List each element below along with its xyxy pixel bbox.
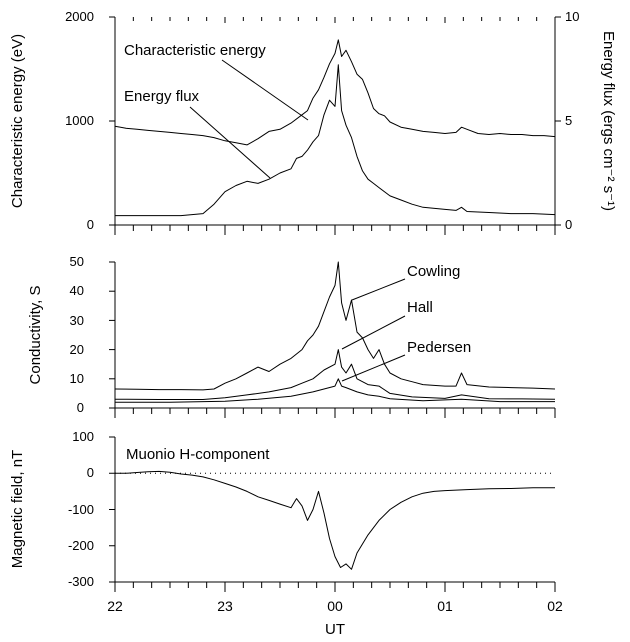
energy-panel: 2000 1000 0 10 5 0 Characteristic energy… [9,9,617,235]
conductivity-ticks [109,261,556,418]
energy-ylabel: Characteristic energy (eV) [9,34,26,208]
conductivity-panel: 50 40 30 20 10 0 Conductivity, S Cowling… [27,254,556,418]
pedersen-annotation: Pedersen [407,339,471,356]
xtick-label-00: 00 [327,598,343,614]
mag-ytick-label-minus200: -200 [68,538,94,553]
cond-ytick-label-40: 40 [70,283,84,298]
energy-flux-annotation: Energy flux [124,88,200,105]
muonio-h-trace [115,470,555,570]
conductivity-ylabel: Conductivity, S [27,286,44,385]
hall-leader [341,315,406,350]
mag-ytick-label-100: 100 [72,429,94,444]
energy-ylabel-right: Energy flux (ergs cm⁻² s⁻¹) [600,31,617,211]
xtick-label-01: 01 [437,598,453,614]
energy-flux-trace [115,64,556,217]
energy-ytick-label-1000: 1000 [65,113,94,128]
mag-ytick-label-0: 0 [87,465,94,480]
magnetic-ylabel: Magnetic field, nT [9,450,26,568]
xtick-label-02: 02 [547,598,563,614]
energy-ytick-label-0: 0 [87,217,94,232]
cond-ytick-label-20: 20 [70,342,84,357]
energy-ticks [109,16,561,235]
magnetic-panel: 100 0 -100 -200 -300 Magnetic field, nT … [9,429,563,638]
energy-right-ytick-label-5: 5 [565,113,572,128]
cond-ytick-label-30: 30 [70,313,84,328]
cond-ytick-label-10: 10 [70,371,84,386]
magnetic-ticks [109,436,556,592]
xlabel: UT [325,621,345,638]
cowling-trace [114,261,556,391]
pedersen-leader [341,354,406,382]
energy-right-ytick-label-0: 0 [565,217,572,232]
energy-flux-leader [189,106,271,179]
characteristic-energy-annotation: Characteristic energy [124,42,266,59]
cond-ytick-label-0: 0 [77,400,84,415]
characteristic-energy-leader [221,59,309,121]
pedersen-trace [115,378,555,403]
cowling-annotation: Cowling [407,263,460,280]
energy-ytick-label-2000: 2000 [65,9,94,24]
mag-ytick-label-minus100: -100 [68,502,94,517]
xtick-label-23: 23 [217,598,233,614]
cowling-leader [351,278,406,301]
characteristic-energy-trace [114,39,556,146]
xtick-label-22: 22 [107,598,123,614]
hall-trace [114,349,556,400]
muonio-annotation: Muonio H-component [126,446,270,463]
hall-annotation: Hall [407,299,433,316]
mag-ytick-label-minus300: -300 [68,574,94,589]
energy-right-ytick-label-10: 10 [565,9,579,24]
cond-ytick-label-50: 50 [70,254,84,269]
